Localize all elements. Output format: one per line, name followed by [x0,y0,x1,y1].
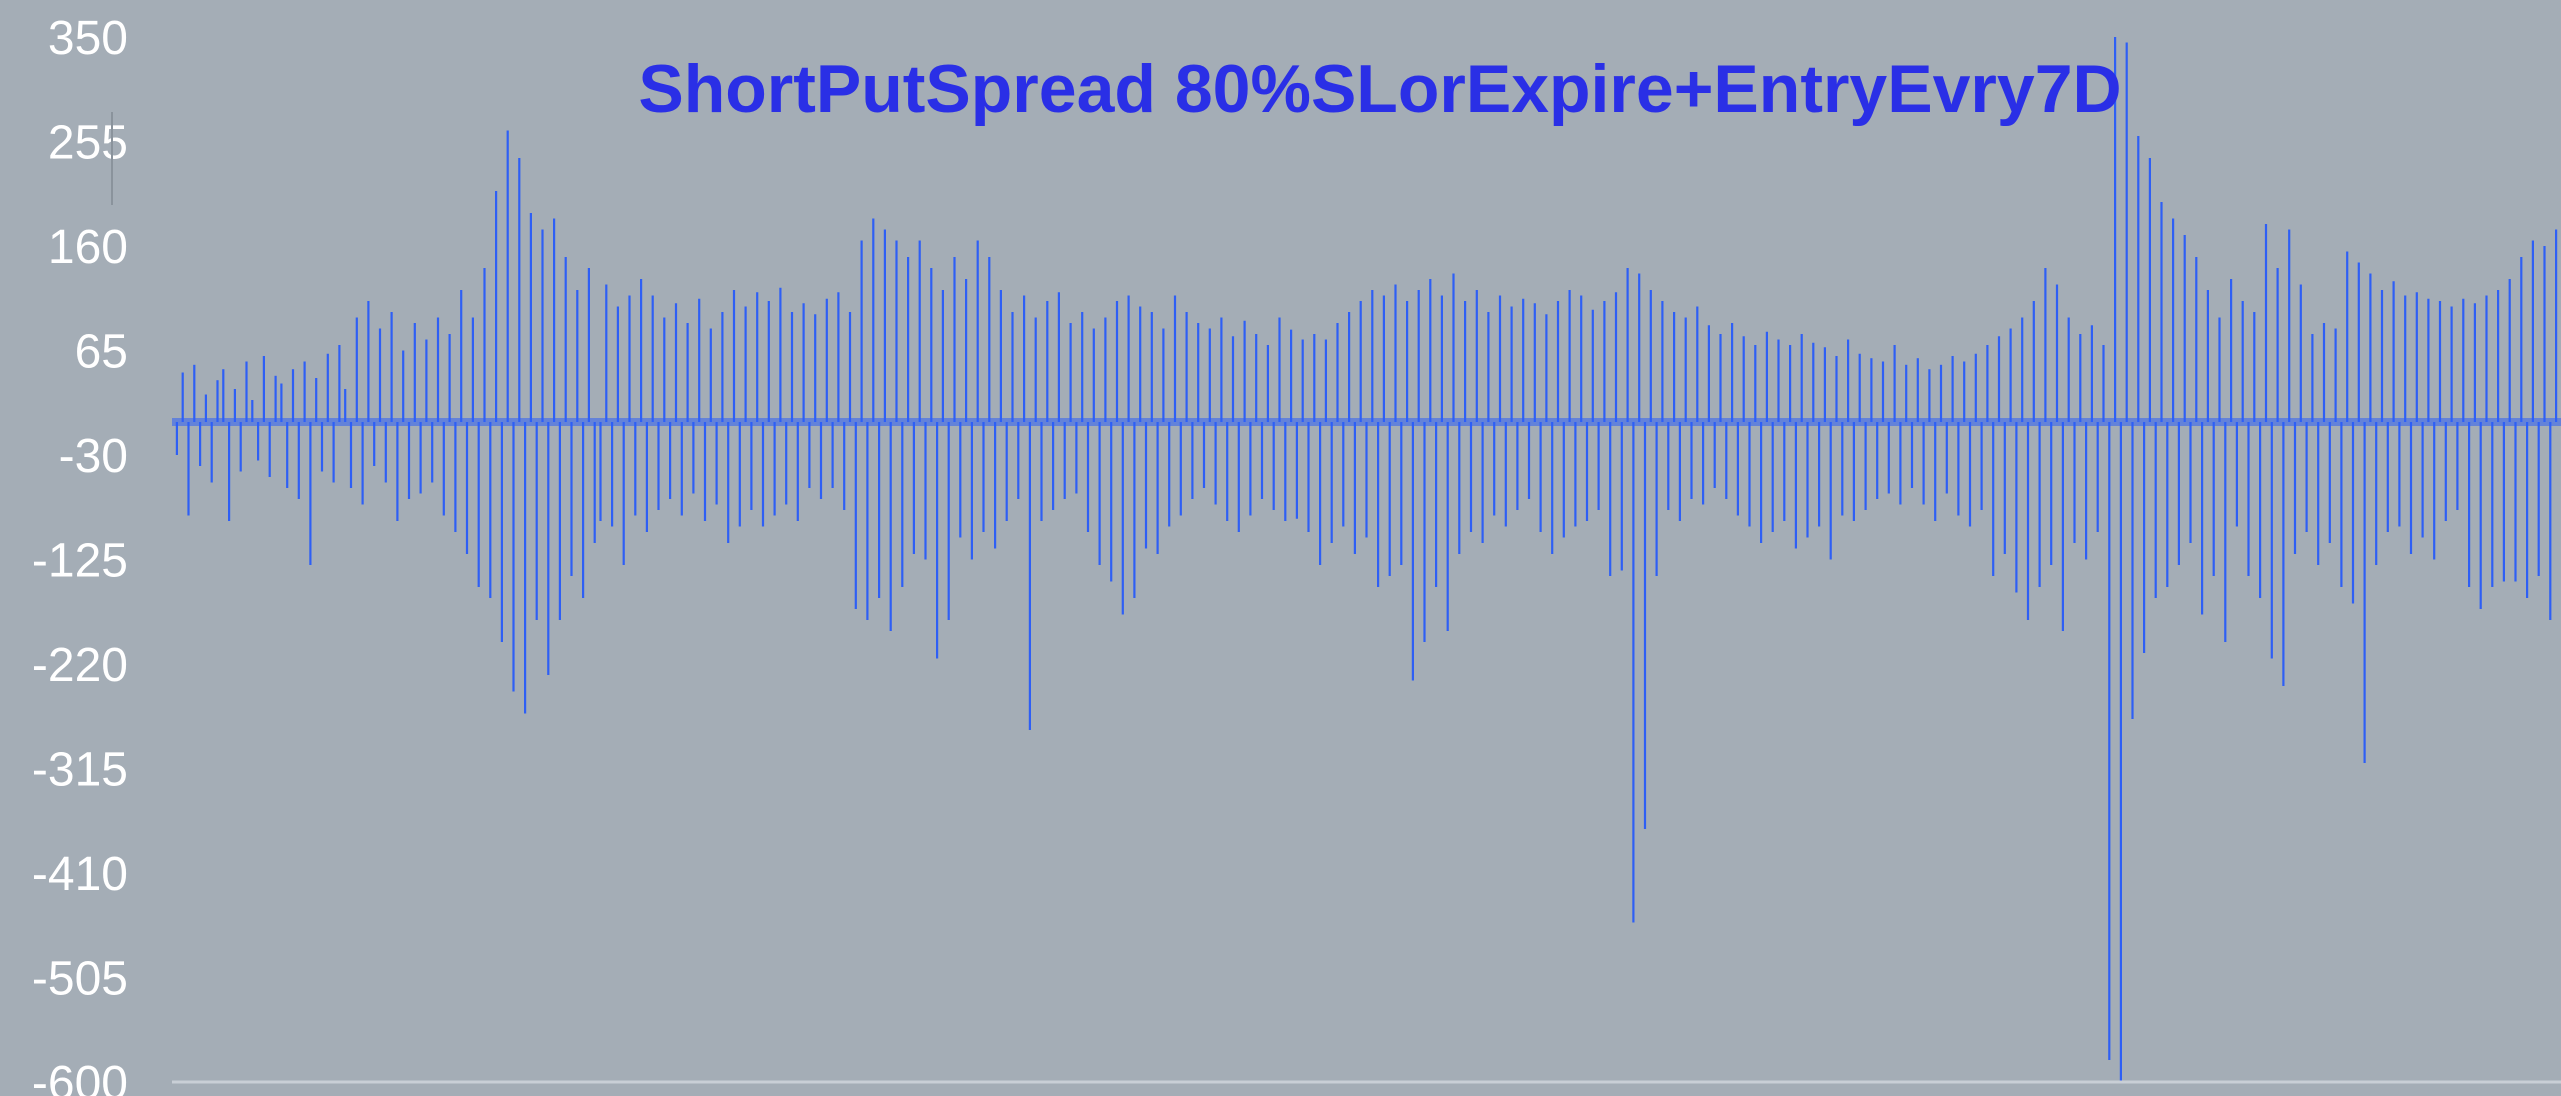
zero-band [172,418,2561,426]
y-tick-label: -600 [32,1057,128,1096]
y-tick-label: -30 [59,430,128,483]
series-bars [172,37,2561,1082]
y-tick-label: -220 [32,639,128,692]
y-tick-label: 255 [48,117,128,170]
y-tick-label: 160 [48,221,128,274]
y-tick-label: 65 [75,326,128,379]
y-tick-label: -315 [32,744,128,797]
y-tick-label: -125 [32,535,128,588]
y-tick-label: -410 [32,848,128,901]
chart-title: ShortPutSpread 80%SLorExpire+EntryEvry7D [638,51,2121,127]
y-tick-label: 350 [48,12,128,65]
y-axis: 350 255 160 65 -30 -125 -220 -315 -410 -505 -600 [32,12,128,1096]
y-tick-label: -505 [32,953,128,1006]
